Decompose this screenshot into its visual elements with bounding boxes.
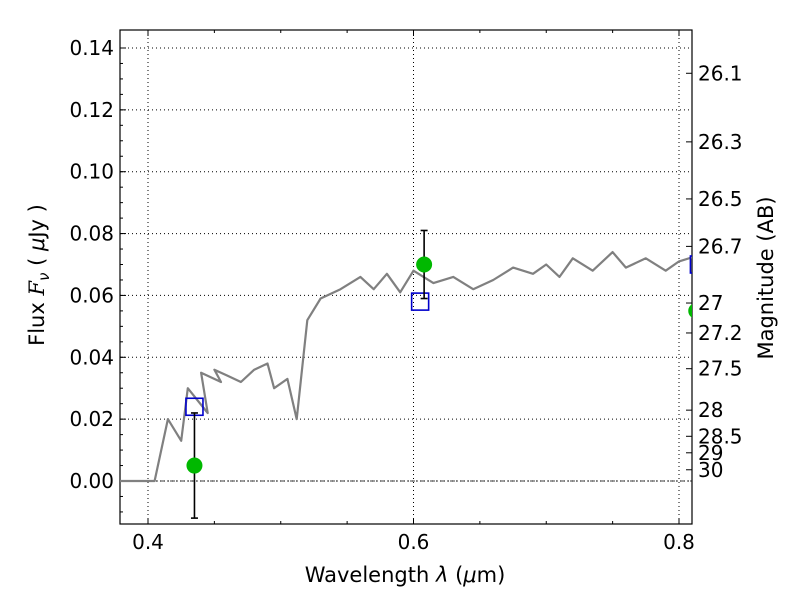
- x-axis-label: Wavelength λ (μm): [305, 563, 506, 587]
- model-point: [410, 292, 430, 311]
- mag-tick-label: 26.7: [698, 234, 743, 258]
- mag-tick-label: 26.3: [698, 130, 743, 154]
- y-tick-label: 0.10: [69, 160, 114, 184]
- plot-area: [120, 229, 692, 519]
- grid: [120, 30, 692, 524]
- tick-labels: 0.40.60.811.21.41.60.000.020.040.060.080…: [69, 36, 743, 554]
- mag-tick-label: 28.5: [698, 424, 743, 448]
- mag-tick-label: 26.5: [698, 187, 743, 211]
- mag-tick-label: 27.5: [698, 357, 743, 381]
- y-tick-label: 0.08: [69, 222, 114, 246]
- observed-point: [688, 304, 692, 318]
- x-tick-label: 0.6: [398, 530, 430, 554]
- mag-tick-label: 27.2: [698, 321, 743, 345]
- mag-tick-label: 30: [698, 458, 723, 482]
- y-tick-label: 0.02: [69, 407, 114, 431]
- mag-tick-label: 27: [698, 291, 723, 315]
- model-point: [689, 255, 692, 274]
- observed-point: [416, 256, 433, 273]
- mag-tick-label: 28: [698, 398, 723, 422]
- observed-point: [186, 457, 203, 474]
- y-tick-label: 0.06: [69, 283, 114, 307]
- mag-tick-label: 26.1: [698, 61, 743, 85]
- y-tick-label: 0.00: [69, 469, 114, 493]
- y-tick-label: 0.14: [69, 36, 114, 60]
- plot-frame: [119, 29, 693, 525]
- y-axis-label-right: Magnitude (AB): [754, 196, 778, 359]
- x-tick-label: 0.8: [663, 530, 695, 554]
- y-tick-label: 0.12: [69, 98, 114, 122]
- x-tick-label: 0.4: [132, 530, 164, 554]
- sed-line: [120, 251, 692, 483]
- y-axis-label-left: Flux Fν ( μJy ): [25, 204, 53, 346]
- mag-tick-label: 29: [698, 441, 723, 465]
- y-tick-label: 0.04: [69, 345, 114, 369]
